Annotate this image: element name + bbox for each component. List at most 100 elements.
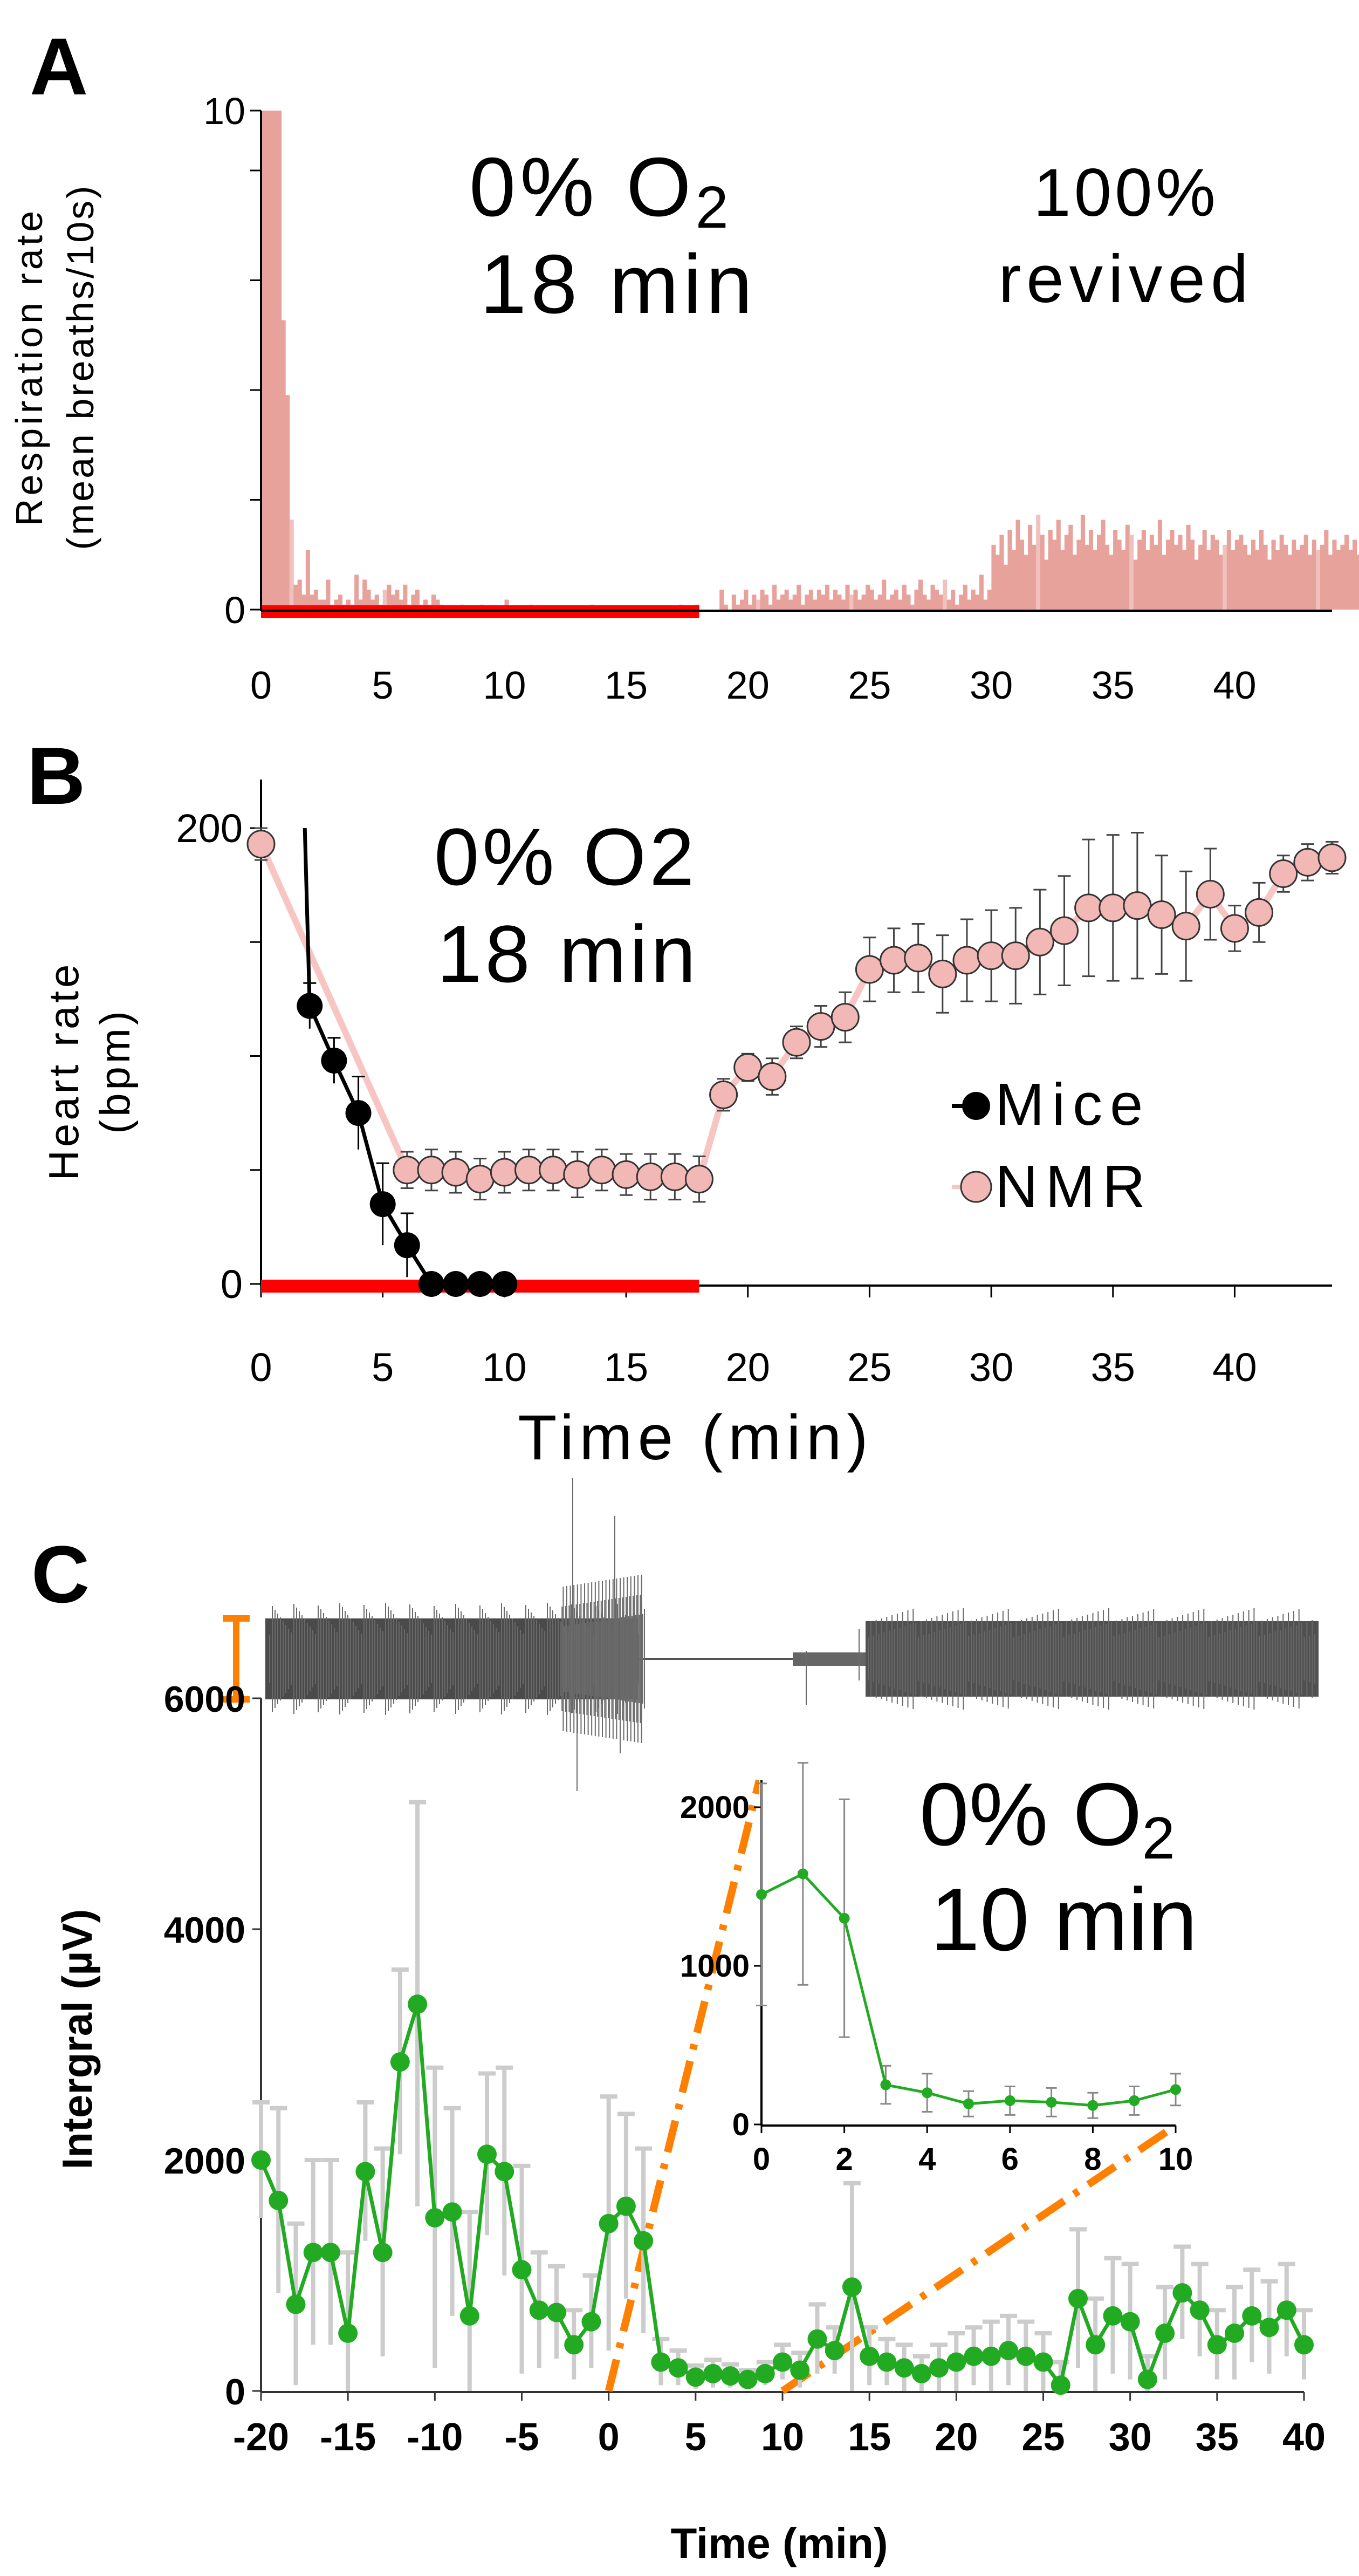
panel-a-axes: 0 10 0 5 10 15 20 25 30 35 40 [203, 90, 1332, 707]
heart-rate-ylabel-line1: Heart rate [40, 961, 87, 1181]
respiration-bar [1348, 550, 1353, 610]
integral-point [320, 2243, 340, 2263]
respiration-bar [285, 395, 290, 610]
respiration-bar [914, 590, 919, 610]
respiration-bar [723, 604, 728, 610]
respiration-bar [845, 584, 850, 610]
respiration-bar [1340, 544, 1345, 610]
respiration-bar [297, 579, 302, 610]
x-tick-label: -5 [504, 2416, 539, 2459]
heart-rate-legend: Mice NMR [952, 1071, 1145, 1220]
respiration-bar [813, 599, 818, 610]
respiration-bar [1279, 535, 1284, 610]
inset-x-tick-label: 6 [1001, 2142, 1019, 2177]
y-tick-label: 2000 [164, 2141, 245, 2182]
respiration-bar [1186, 524, 1191, 610]
nmr-point [1001, 941, 1030, 971]
x-tick-label: 5 [372, 1345, 394, 1390]
raw-trace-spikes [269, 1478, 1316, 1791]
integral-point [1242, 2306, 1262, 2326]
respiration-bar [1036, 515, 1041, 610]
respiration-bar [898, 599, 903, 610]
nmr-point [1123, 891, 1152, 920]
respiration-bar [788, 599, 793, 610]
panel-a-y-label: Respiration rate (mean breaths/10s) [8, 184, 101, 550]
respiration-bar [784, 590, 789, 610]
respiration-bar [399, 599, 403, 610]
inset-background [759, 1780, 1185, 2127]
x-tick-label: 0 [250, 664, 272, 707]
nmr-point [782, 1028, 811, 1057]
heart-rate-series [246, 827, 1347, 1297]
panel-c-y-label: Intergral (µV) [53, 1909, 101, 2170]
x-tick-label: 25 [1021, 2416, 1065, 2459]
respiration-ylabel-line1: Respiration rate [8, 208, 50, 526]
integral-point [512, 2260, 532, 2280]
x-tick-label: -10 [407, 2416, 463, 2459]
integral-point [425, 2208, 445, 2227]
respiration-bar [776, 599, 781, 610]
respiration-bar [1287, 555, 1292, 610]
respiration-bar [816, 590, 821, 610]
respiration-bar [747, 604, 752, 610]
respiration-bar [890, 595, 895, 610]
nmr-point [709, 1080, 738, 1109]
integral-point [668, 2358, 688, 2378]
respiration-bar [987, 590, 992, 610]
respiration-bar [1239, 535, 1244, 610]
respiration-bar [1259, 530, 1264, 610]
mice-point [467, 1271, 493, 1297]
respiration-bar [1093, 550, 1097, 610]
respiration-bar [1303, 535, 1308, 610]
respiration-bar [1267, 559, 1272, 610]
integral-point [738, 2369, 758, 2389]
respiration-bar [1324, 530, 1329, 610]
respiration-bar [731, 595, 736, 610]
respiration-bar [1174, 544, 1179, 610]
inset-x-tick-label: 2 [835, 2142, 853, 2177]
integral-point [964, 2346, 984, 2366]
respiration-bar [719, 590, 724, 610]
x-tick-label: 35 [1196, 2416, 1239, 2459]
inset-y-tick-label: 2000 [680, 1790, 750, 1825]
respiration-bar [1028, 524, 1033, 610]
integral-point [929, 2358, 949, 2378]
respiration-bar [1178, 535, 1183, 610]
respiration-bar [1113, 530, 1118, 610]
respiration-bar [273, 111, 278, 610]
annotation-0pct-o2: 0% O2 [434, 811, 698, 902]
respiration-bar [1328, 555, 1333, 610]
nmr-point [1245, 898, 1274, 927]
integral-point [529, 2300, 549, 2320]
integral-point [373, 2243, 393, 2263]
inset-x-tick-label: 4 [918, 2142, 936, 2177]
respiration-bar [1121, 550, 1126, 610]
nmr-point [612, 1160, 641, 1189]
inset-point [880, 2079, 891, 2090]
panel-b-y-label: Heart rate (bpm) [40, 961, 139, 1181]
respiration-bar [1234, 539, 1239, 610]
integral-point [546, 2302, 566, 2322]
integral-point [1276, 2300, 1296, 2320]
nmr-point [1293, 848, 1322, 877]
nmr-point [1196, 880, 1225, 909]
nmr-point [1220, 914, 1249, 943]
respiration-bar [744, 590, 749, 610]
nmr-point [490, 1158, 519, 1187]
x-tick-label: -15 [320, 2416, 376, 2459]
y-tick-label: 6000 [164, 1679, 245, 1720]
respiration-bar [403, 584, 408, 610]
mice-point [345, 1100, 372, 1126]
respiration-bar [1052, 539, 1057, 610]
y-tick-label: 0 [225, 2372, 245, 2413]
respiration-bar [415, 590, 420, 610]
respiration-bar [780, 595, 785, 610]
x-tick-label: 0 [598, 2416, 620, 2459]
y-tick-label: 4000 [164, 1910, 245, 1951]
respiration-bar [1068, 524, 1073, 610]
integral-point [303, 2243, 323, 2263]
respiration-bar [1190, 539, 1195, 610]
integral-point [269, 2190, 289, 2210]
respiration-bar [1214, 539, 1219, 610]
respiration-bar [1117, 539, 1122, 610]
